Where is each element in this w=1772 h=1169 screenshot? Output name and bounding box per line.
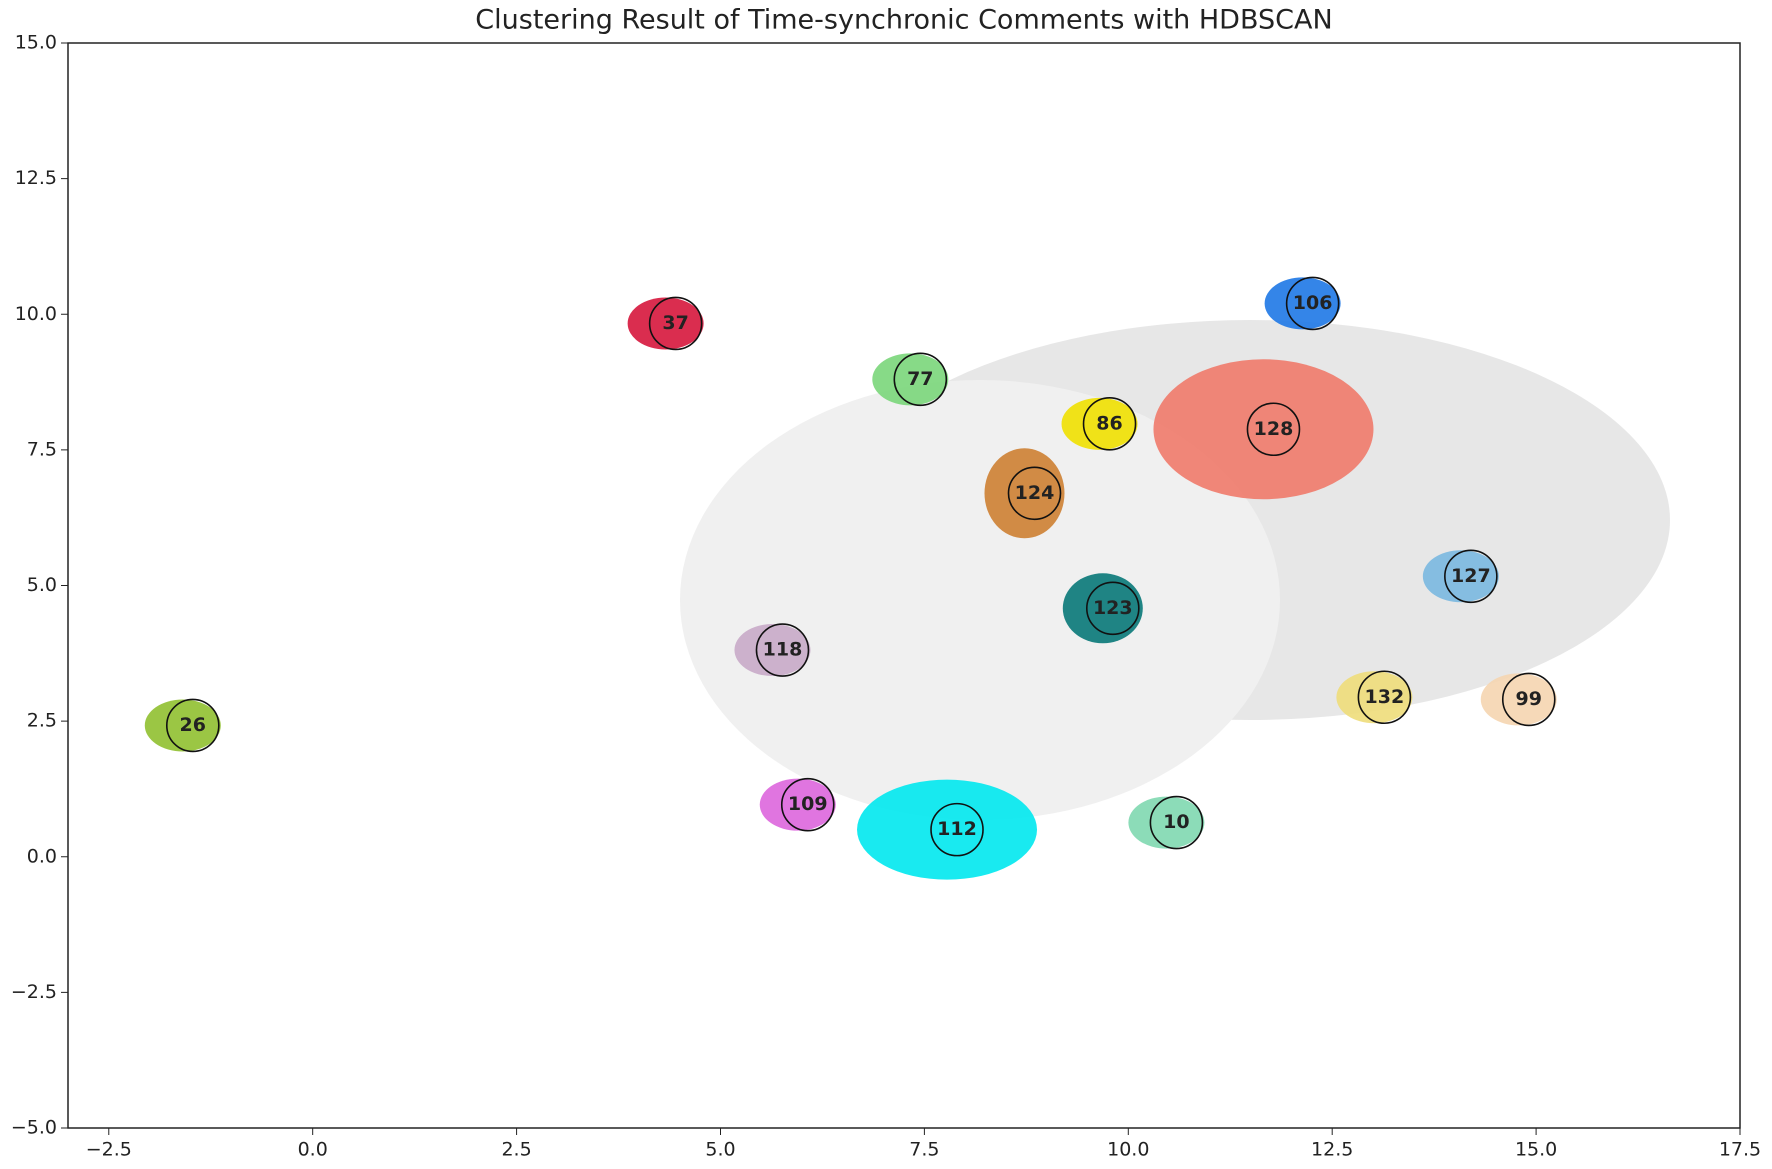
cluster-blob [1062, 573, 1143, 644]
cluster-blob [1061, 397, 1138, 450]
chart-title: Clustering Result of Time-synchronic Com… [475, 5, 1332, 36]
cluster-label: 106 [1293, 292, 1333, 314]
x-tick-label: 7.5 [909, 1139, 939, 1161]
cluster-blob [759, 778, 836, 831]
cluster-blob [1128, 796, 1205, 849]
cluster-blob [1153, 359, 1374, 500]
noise-cloud [680, 320, 1670, 820]
cluster-ring [755, 623, 810, 677]
y-tick-label: −2.5 [11, 981, 57, 1003]
cluster-label: 132 [1365, 686, 1405, 708]
cluster-label: 112 [937, 818, 977, 840]
cluster-label: 109 [788, 793, 828, 815]
y-tick-label: 12.5 [15, 167, 57, 189]
cluster-label: 118 [763, 639, 803, 661]
y-tick-label: 5.0 [27, 574, 57, 596]
y-tick-label: 7.5 [27, 438, 57, 460]
cluster-ring [893, 352, 948, 407]
cluster-blob [1480, 673, 1557, 726]
cluster-blob [1264, 277, 1341, 330]
cluster-ring [1246, 402, 1301, 457]
cluster-blob [1336, 671, 1413, 724]
cluster-blob [627, 297, 704, 350]
y-tick-label: 2.5 [27, 710, 57, 732]
cluster-ring [1082, 397, 1137, 451]
cluster-ring [780, 777, 835, 832]
cluster-ring [165, 698, 220, 753]
cluster-label: 124 [1015, 482, 1055, 504]
cluster-blob [144, 699, 221, 752]
cluster-ring [1085, 581, 1140, 636]
cluster-label: 77 [907, 368, 933, 390]
y-tick-label: 15.0 [15, 32, 57, 54]
cluster-ring [1444, 549, 1498, 604]
x-tick-label: 17.5 [1719, 1139, 1761, 1161]
cluster-ring [1149, 795, 1204, 850]
cluster-ring [648, 296, 703, 351]
cluster-label: 99 [1516, 688, 1542, 710]
cluster-label: 128 [1254, 418, 1294, 440]
cluster-ring [1285, 276, 1340, 331]
x-tick-label: 2.5 [501, 1139, 531, 1161]
cluster-label: 10 [1163, 811, 1189, 833]
cluster-ring [1007, 466, 1062, 521]
x-tick-label: 15.0 [1515, 1139, 1557, 1161]
y-tick-label: −5.0 [11, 1117, 57, 1139]
cluster-blob [872, 353, 949, 406]
x-tick-label: 12.5 [1311, 1139, 1353, 1161]
cluster-blob [734, 624, 811, 677]
cluster-label: 123 [1093, 597, 1133, 619]
cluster-label: 127 [1451, 565, 1491, 587]
x-tick-label: 0.0 [298, 1139, 328, 1161]
x-tick-label: 5.0 [705, 1139, 735, 1161]
y-tick-label: 0.0 [27, 845, 57, 867]
cluster-ring [1501, 672, 1556, 727]
cluster-ring [1357, 670, 1412, 725]
cluster-ring [930, 802, 984, 857]
cluster-blob [857, 779, 1038, 880]
cluster-label: 37 [662, 312, 688, 334]
x-tick-label: 10.0 [1107, 1139, 1149, 1161]
cluster-label: 86 [1096, 412, 1122, 434]
cluster-blob [984, 448, 1065, 539]
x-tick-label: −2.5 [86, 1139, 132, 1161]
cluster-label: 26 [180, 714, 206, 736]
cluster-blob [1422, 550, 1499, 603]
y-tick-label: 10.0 [15, 303, 57, 325]
